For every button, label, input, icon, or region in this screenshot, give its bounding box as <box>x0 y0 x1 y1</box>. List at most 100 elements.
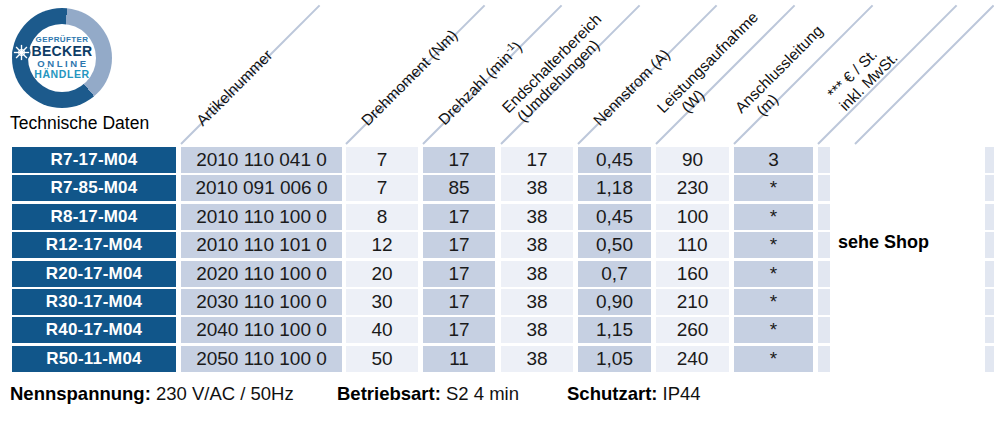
spacer <box>830 317 985 343</box>
right-strip-cell <box>985 204 994 230</box>
column-header-artikelnummer: Artikelnummer <box>179 46 276 143</box>
spacer <box>830 261 985 287</box>
model-cell: R12-17-M04 <box>12 232 176 258</box>
anschlussleitung-cell: * <box>734 204 813 230</box>
table-row: R30-17-M04 2030 110 100 0 30 17 38 0,90 … <box>12 289 994 315</box>
drehmoment-cell: 7 <box>346 175 418 201</box>
drehzahl-cell: 17 <box>423 289 495 315</box>
table-row: R20-17-M04 2020 110 100 0 20 17 38 0,7 1… <box>12 261 994 287</box>
anschlussleitung-cell: * <box>734 261 813 287</box>
drehmoment-cell: 8 <box>346 204 418 230</box>
artikelnummer-cell: 2010 110 041 0 <box>181 147 342 173</box>
anschlussleitung-cell: 3 <box>734 147 813 173</box>
spacer <box>830 346 985 372</box>
leistungsaufnahme-cell: 230 <box>656 175 729 201</box>
spacer <box>830 175 985 201</box>
empty-strip-cell <box>818 261 830 287</box>
anschlussleitung-cell: * <box>734 175 813 201</box>
endschalterbereich-cell: 17 <box>501 147 573 173</box>
spec-nennspannung: Nennspannung: 230 V/AC / 50Hz <box>10 383 294 405</box>
right-strip-cell <box>985 346 994 372</box>
model-cell: R30-17-M04 <box>12 289 176 315</box>
anschlussleitung-cell: * <box>734 232 813 258</box>
leistungsaufnahme-cell: 260 <box>656 317 729 343</box>
table-row: R7-17-M04 2010 110 041 0 7 17 17 0,45 90… <box>12 147 994 173</box>
endschalterbereich-cell: 38 <box>501 317 573 343</box>
artikelnummer-cell: 2050 110 100 0 <box>181 346 342 372</box>
technical-data-sheet: GEPRÜFTER BECKER ONLINE HÄNDLER Technisc… <box>0 0 994 421</box>
nennstrom-cell: 0,45 <box>578 204 651 230</box>
anschlussleitung-cell: * <box>734 289 813 315</box>
empty-strip-cell <box>818 346 830 372</box>
empty-strip-cell <box>818 175 830 201</box>
artikelnummer-cell: 2010 110 101 0 <box>181 232 342 258</box>
spacer <box>830 147 985 173</box>
drehmoment-cell: 12 <box>346 232 418 258</box>
nennstrom-cell: 0,7 <box>578 261 651 287</box>
table-row: R8-17-M04 2010 110 100 0 8 17 38 0,45 10… <box>12 204 994 230</box>
table-row: R40-17-M04 2040 110 100 0 40 17 38 1,15 … <box>12 317 994 343</box>
artikelnummer-cell: 2040 110 100 0 <box>181 317 342 343</box>
spec-schutzart: Schutzart: IP44 <box>567 383 701 405</box>
empty-strip-cell <box>818 204 830 230</box>
model-cell: R7-17-M04 <box>12 147 176 173</box>
empty-strip-cell <box>818 232 830 258</box>
leistungsaufnahme-cell: 110 <box>656 232 729 258</box>
drehzahl-cell: 17 <box>423 204 495 230</box>
drehzahl-cell: 11 <box>423 346 495 372</box>
drehmoment-cell: 7 <box>346 147 418 173</box>
drehmoment-cell: 50 <box>346 346 418 372</box>
nennstrom-cell: 1,15 <box>578 317 651 343</box>
drehmoment-cell: 30 <box>346 289 418 315</box>
artikelnummer-cell: 2020 110 100 0 <box>181 261 342 287</box>
endschalterbereich-cell: 38 <box>501 261 573 287</box>
spec-betriebsart: Betriebsart: S2 4 min <box>337 383 519 405</box>
drehzahl-cell: 17 <box>423 261 495 287</box>
right-strip-cell <box>985 232 994 258</box>
drehmoment-cell: 40 <box>346 317 418 343</box>
artikelnummer-cell: 2010 091 006 0 <box>181 175 342 201</box>
endschalterbereich-cell: 38 <box>501 346 573 372</box>
table-row: R50-11-M04 2050 110 100 0 50 11 38 1,05 … <box>12 346 994 372</box>
leistungsaufnahme-cell: 240 <box>656 346 729 372</box>
model-cell: R7-85-M04 <box>12 175 176 201</box>
nennstrom-cell: 1,05 <box>578 346 651 372</box>
model-cell: R40-17-M04 <box>12 317 176 343</box>
anschlussleitung-cell: * <box>734 317 813 343</box>
endschalterbereich-cell: 38 <box>501 289 573 315</box>
right-strip-cell <box>985 317 994 343</box>
table-row: R7-85-M04 2010 091 006 0 7 85 38 1,18 23… <box>12 175 994 201</box>
table-body: R7-17-M04 2010 110 041 0 7 17 17 0,45 90… <box>12 147 994 374</box>
nennstrom-cell: 1,18 <box>578 175 651 201</box>
model-cell: R50-11-M04 <box>12 346 176 372</box>
empty-strip-cell <box>818 317 830 343</box>
right-strip-cell <box>985 175 994 201</box>
drehzahl-cell: 17 <box>423 147 495 173</box>
spacer <box>830 289 985 315</box>
see-shop-note: sehe Shop <box>838 232 929 253</box>
nennstrom-cell: 0,50 <box>578 232 651 258</box>
model-cell: R20-17-M04 <box>12 261 176 287</box>
empty-strip-cell <box>818 147 830 173</box>
endschalterbereich-cell: 38 <box>501 232 573 258</box>
drehzahl-cell: 17 <box>423 317 495 343</box>
drehzahl-cell: 85 <box>423 175 495 201</box>
artikelnummer-cell: 2030 110 100 0 <box>181 289 342 315</box>
right-strip-cell <box>985 147 994 173</box>
empty-strip-cell <box>818 289 830 315</box>
endschalterbereich-cell: 38 <box>501 204 573 230</box>
footer-specs: Nennspannung: 230 V/AC / 50Hz Betriebsar… <box>0 383 994 409</box>
nennstrom-cell: 0,90 <box>578 289 651 315</box>
drehzahl-cell: 17 <box>423 232 495 258</box>
leistungsaufnahme-cell: 210 <box>656 289 729 315</box>
model-cell: R8-17-M04 <box>12 204 176 230</box>
drehmoment-cell: 20 <box>346 261 418 287</box>
anschlussleitung-cell: * <box>734 346 813 372</box>
spacer <box>830 204 985 230</box>
leistungsaufnahme-cell: 90 <box>656 147 729 173</box>
nennstrom-cell: 0,45 <box>578 147 651 173</box>
endschalterbereich-cell: 38 <box>501 175 573 201</box>
artikelnummer-cell: 2010 110 100 0 <box>181 204 342 230</box>
right-strip-cell <box>985 261 994 287</box>
table-header-band: Artikelnummer Drehmoment (Nm) Drehzahl (… <box>0 0 994 145</box>
